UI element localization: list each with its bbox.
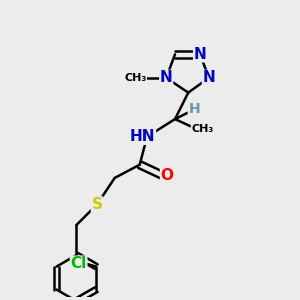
Text: O: O — [160, 167, 174, 182]
Text: H: H — [188, 102, 200, 116]
Text: CH₃: CH₃ — [124, 73, 146, 83]
Text: S: S — [92, 197, 103, 212]
Text: HN: HN — [130, 129, 155, 144]
Text: Cl: Cl — [70, 256, 87, 271]
Text: N: N — [194, 47, 206, 62]
Text: N: N — [160, 70, 172, 86]
Text: CH₃: CH₃ — [191, 124, 214, 134]
Text: N: N — [202, 70, 215, 86]
